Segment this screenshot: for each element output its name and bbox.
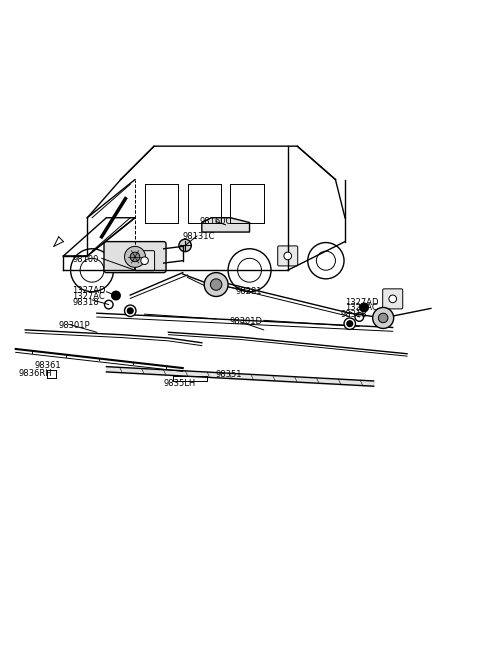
Circle shape	[360, 303, 368, 312]
Circle shape	[204, 272, 228, 297]
Text: 98361: 98361	[35, 361, 61, 369]
Text: 9836RH: 9836RH	[18, 369, 52, 379]
Text: 1327AD: 1327AD	[345, 298, 379, 307]
Text: 98318: 98318	[72, 298, 99, 307]
Text: 98131C: 98131C	[183, 233, 215, 241]
Text: 98160C: 98160C	[199, 217, 232, 226]
Text: 98318: 98318	[340, 310, 367, 318]
Circle shape	[389, 295, 396, 303]
Circle shape	[284, 252, 291, 260]
Text: 1327AD: 1327AD	[72, 286, 106, 295]
Text: 1327AC: 1327AC	[345, 303, 378, 312]
Circle shape	[130, 252, 140, 261]
Text: 98351: 98351	[215, 370, 242, 379]
Circle shape	[127, 308, 133, 314]
Circle shape	[378, 313, 388, 323]
Text: 1327AC: 1327AC	[72, 292, 105, 301]
Polygon shape	[202, 217, 250, 232]
FancyBboxPatch shape	[134, 251, 155, 271]
Circle shape	[179, 239, 192, 252]
FancyBboxPatch shape	[104, 242, 166, 272]
Circle shape	[124, 305, 136, 316]
Circle shape	[112, 291, 120, 300]
Circle shape	[141, 257, 148, 265]
FancyBboxPatch shape	[278, 246, 298, 266]
Circle shape	[210, 279, 222, 290]
Circle shape	[344, 318, 356, 329]
Text: 98281: 98281	[235, 287, 262, 295]
Text: 9835LH: 9835LH	[164, 379, 196, 388]
Text: 98100: 98100	[73, 255, 99, 264]
FancyBboxPatch shape	[383, 289, 403, 309]
Circle shape	[347, 321, 353, 327]
Circle shape	[124, 246, 145, 267]
Text: 98301D: 98301D	[229, 317, 263, 326]
Text: 98301P: 98301P	[59, 320, 90, 329]
Circle shape	[372, 307, 394, 328]
